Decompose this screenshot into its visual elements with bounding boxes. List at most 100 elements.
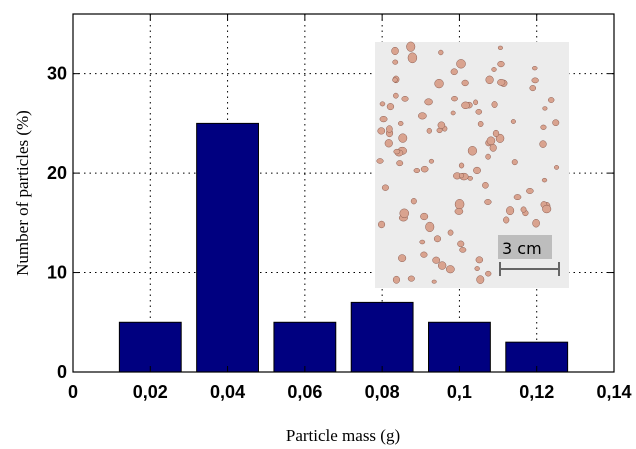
particle xyxy=(428,158,435,164)
particle xyxy=(476,275,485,284)
x-tick-label: 0,1 xyxy=(447,382,472,402)
particle xyxy=(454,199,465,210)
particle xyxy=(437,261,447,270)
particle xyxy=(457,240,465,248)
particle xyxy=(497,60,505,68)
particle xyxy=(485,270,492,277)
particle xyxy=(413,168,421,174)
particle xyxy=(378,220,386,229)
particle xyxy=(539,140,547,148)
particle xyxy=(419,239,426,245)
particle xyxy=(401,96,409,102)
x-tick-label: 0,04 xyxy=(210,382,245,402)
particle xyxy=(475,256,484,264)
particle xyxy=(424,98,433,106)
bar-0,08 xyxy=(350,301,414,373)
particle xyxy=(492,129,500,138)
particle xyxy=(407,275,415,282)
particle-photo-inset: 3 cm xyxy=(375,41,569,288)
particle xyxy=(377,127,386,135)
particle xyxy=(432,256,441,264)
particle xyxy=(497,45,503,50)
particle xyxy=(447,229,454,236)
particle xyxy=(532,219,540,228)
particle xyxy=(450,110,456,116)
particle xyxy=(386,103,395,111)
particle xyxy=(392,59,399,65)
particle xyxy=(473,166,481,174)
axis-ticks xyxy=(72,14,615,373)
particle xyxy=(540,124,547,130)
particle xyxy=(485,153,491,160)
x-tick-label: 0,06 xyxy=(287,382,322,402)
particle xyxy=(384,139,393,148)
particle xyxy=(376,158,384,164)
y-tick-labels: 0 10 20 30 xyxy=(47,64,67,382)
scale-label: 3 cm xyxy=(502,239,542,258)
particle xyxy=(529,85,537,92)
particle xyxy=(531,77,539,84)
bar-0,06 xyxy=(273,321,337,373)
bars xyxy=(118,122,569,373)
particle xyxy=(454,207,464,215)
particle xyxy=(542,204,552,214)
x-tick-labels: 0 0,02 0,04 0,06 0,08 0,1 0,12 0,14 xyxy=(68,382,632,402)
particle xyxy=(393,92,399,99)
x-tick-label: 0,08 xyxy=(365,382,400,402)
particle xyxy=(379,101,386,107)
particle xyxy=(474,266,480,271)
plot-frame xyxy=(72,13,615,373)
particle xyxy=(458,162,465,169)
particle xyxy=(513,194,522,201)
particle xyxy=(396,160,404,167)
particle xyxy=(531,66,538,71)
particle xyxy=(503,216,510,224)
particle xyxy=(520,206,527,213)
particle xyxy=(510,119,516,124)
particle xyxy=(431,279,437,284)
y-tick-label: 10 xyxy=(47,263,67,283)
particle xyxy=(485,75,494,85)
bar-0,02 xyxy=(118,321,182,373)
particle xyxy=(420,251,428,258)
scale-label-background xyxy=(498,235,552,259)
bar-0,1 xyxy=(428,321,491,373)
particle xyxy=(542,106,548,111)
particle xyxy=(554,165,560,170)
particle xyxy=(425,221,435,233)
particle xyxy=(459,173,465,179)
particle xyxy=(511,159,518,166)
particle xyxy=(398,254,407,263)
y-tick-label: 30 xyxy=(47,64,67,84)
particle xyxy=(437,121,446,129)
particle xyxy=(386,125,393,133)
particle xyxy=(461,101,470,110)
x-axis-title: Particle mass (g) xyxy=(286,426,400,445)
particle xyxy=(398,120,404,126)
particle xyxy=(482,182,489,189)
particle xyxy=(450,68,458,76)
particle xyxy=(399,208,410,219)
particle xyxy=(426,127,432,134)
particle xyxy=(433,235,442,243)
x-tick-label: 0,12 xyxy=(519,382,554,402)
particle xyxy=(489,143,497,152)
particle xyxy=(477,121,484,127)
particle xyxy=(381,184,389,191)
particle xyxy=(418,112,427,120)
particle xyxy=(434,78,444,89)
particle xyxy=(391,46,399,55)
particle xyxy=(406,41,416,52)
particle xyxy=(438,49,444,56)
particle xyxy=(451,96,458,102)
particles xyxy=(376,41,560,284)
particle xyxy=(526,188,534,194)
particle xyxy=(491,101,498,108)
particle xyxy=(459,247,467,253)
particle xyxy=(398,133,408,143)
y-tick-label: 0 xyxy=(57,362,67,382)
particle xyxy=(475,109,483,115)
particle xyxy=(552,119,560,127)
particle xyxy=(486,136,496,146)
